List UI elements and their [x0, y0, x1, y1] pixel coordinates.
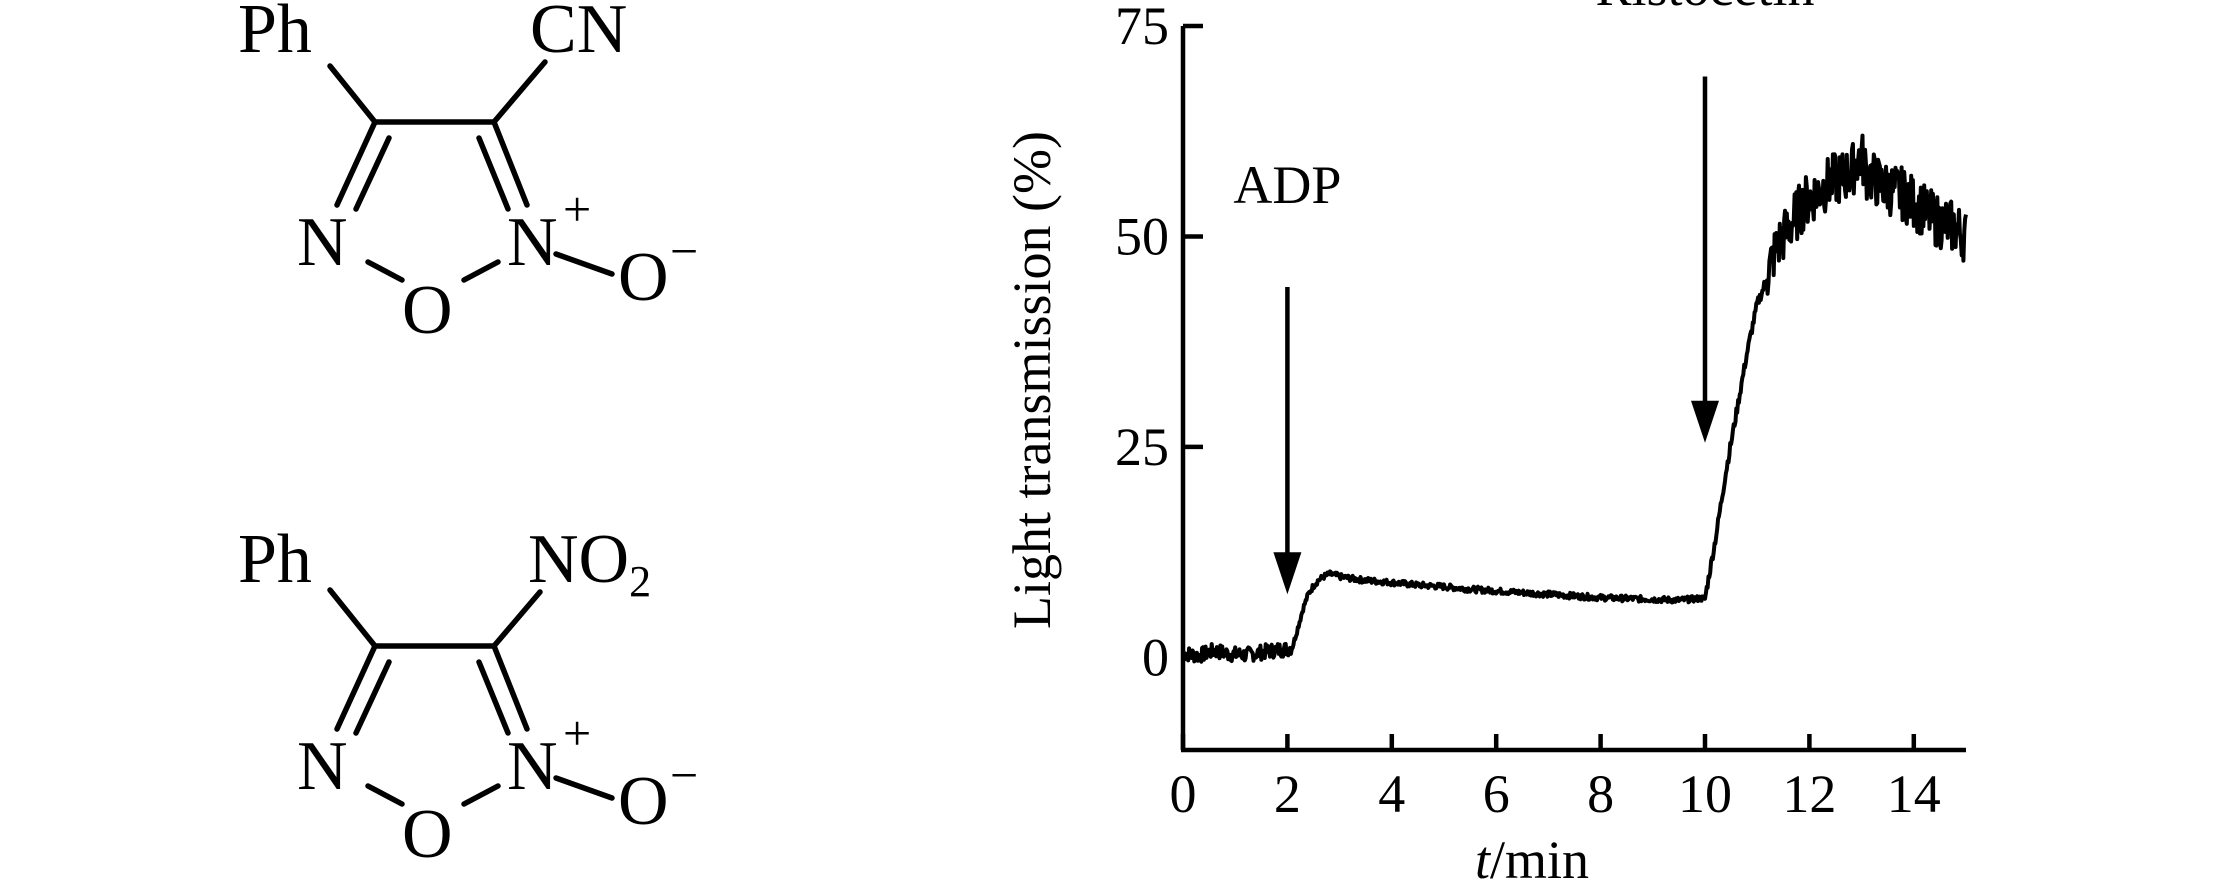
chart-annotations: ADP Ristocetin [1233, 0, 1815, 595]
bond-n-oxide [553, 775, 615, 801]
light-transmission-chart: 0 2 4 6 8 10 12 14 0 25 50 75 ADP Ristocetin Light t… [1002, 0, 1968, 886]
y-tick-label: 50 [1115, 206, 1169, 266]
x-tick-label: 2 [1274, 764, 1301, 824]
oxide-atom-o: O [618, 239, 669, 316]
ring-atom-n-right: N [507, 728, 558, 805]
bond-n2-o1 [365, 259, 405, 283]
x-axis-label: t/min [1475, 830, 1589, 886]
chart-ticks [1180, 23, 1917, 750]
annotation-arrow-head [1691, 400, 1719, 443]
ring-charge-plus: + [563, 181, 591, 237]
bond-n2-o1 [365, 783, 405, 807]
x-tick-label: 4 [1378, 764, 1405, 824]
bond-c4-cn [491, 59, 548, 125]
bond-c3-n2-double [353, 135, 392, 212]
x-tick-label: 12 [1782, 764, 1836, 824]
x-axis-label-unit: /min [1490, 830, 1589, 886]
structure-nitro-furoxan: Ph NO2 N N + O O − [238, 521, 698, 873]
annotation-label: ADP [1233, 155, 1341, 215]
bond-n5-o1 [461, 259, 501, 283]
substituent-no2-subscript: 2 [629, 557, 651, 606]
y-tick-label: 0 [1142, 627, 1169, 687]
bond-c4-no2 [491, 589, 543, 649]
bond-ph-c3 [327, 587, 378, 649]
x-axis-label-variable: t [1475, 830, 1492, 886]
y-tick-label: 75 [1115, 0, 1169, 56]
ring-atom-o: O [402, 796, 453, 873]
bond-n5-o1 [461, 783, 501, 807]
bond-c3-n2 [334, 119, 378, 208]
structure-cyano-furoxan: Ph CN N N + O O − [238, 0, 698, 349]
x-tick-label: 0 [1170, 764, 1197, 824]
series-line [1181, 133, 1968, 664]
substituent-ph: Ph [238, 521, 312, 598]
bond-c3-n2-double [353, 659, 392, 736]
substituent-no2: NO2 [528, 521, 651, 606]
ring-atom-n-left: N [297, 728, 348, 805]
chart-tick-labels: 0 2 4 6 8 10 12 14 0 25 50 75 [1115, 0, 1941, 824]
bond-c3-n2 [334, 643, 378, 732]
oxide-charge-minus: − [670, 747, 698, 803]
chart-axes [1180, 26, 1966, 753]
x-tick-label: 8 [1587, 764, 1614, 824]
bond-n-oxide [553, 251, 615, 277]
bond-ph-c3 [327, 63, 378, 125]
x-tick-label: 10 [1678, 764, 1732, 824]
ring-atom-o: O [402, 272, 453, 349]
substituent-cn: CN [530, 0, 627, 68]
bond-c4-n5 [491, 643, 530, 732]
y-axis-label: Light transmission (%) [1002, 131, 1062, 629]
substituent-ph: Ph [238, 0, 312, 68]
annotation-arrow-head [1273, 552, 1302, 595]
bond-c4-n5 [491, 119, 530, 208]
x-tick-label: 14 [1887, 764, 1941, 824]
bond-c4-n5-double [476, 135, 511, 212]
annotation-label: Ristocetin [1596, 0, 1815, 17]
x-tick-label: 6 [1483, 764, 1510, 824]
bond-c4-n5-double [476, 659, 511, 736]
ring-charge-plus: + [563, 705, 591, 761]
substituent-no2-main: NO [528, 521, 629, 598]
oxide-charge-minus: − [670, 223, 698, 279]
ring-atom-n-left: N [297, 204, 348, 281]
ring-atom-n-right: N [507, 204, 558, 281]
oxide-atom-o: O [618, 763, 669, 840]
y-tick-label: 25 [1115, 417, 1169, 477]
